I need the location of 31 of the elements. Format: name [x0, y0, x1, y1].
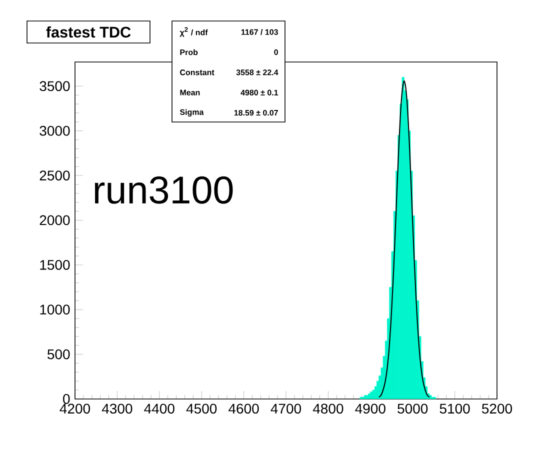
y-tick-label: 2000 [40, 215, 70, 226]
text: Prob [180, 49, 198, 56]
y-tick-label: 500 [48, 349, 70, 360]
chart-title: fastest TDC [46, 26, 131, 38]
annotation: Constant [180, 70, 214, 76]
annotation: 3558 ± 22.4 [236, 70, 278, 76]
x-tick-label: 4800 [312, 404, 344, 414]
text: 1167 / 103 [241, 28, 278, 35]
text: 0 [274, 49, 278, 56]
x-tick-label: 4600 [228, 404, 259, 414]
text: χ$^{2}$ / ndf [180, 27, 208, 37]
x-tick-label: 5100 [440, 404, 470, 414]
annotation: run3100 [94, 176, 233, 204]
x-tick-label: 4700 [270, 404, 302, 414]
y-tick-label: 2500 [40, 170, 70, 180]
y-tick-label: 1500 [40, 260, 70, 270]
x-tick-label: 5000 [398, 404, 428, 414]
annotation: Mean [180, 90, 200, 96]
x-tick-label: 4300 [102, 404, 132, 414]
x-tick-label: 4400 [144, 404, 174, 414]
annotation: Sigma [180, 109, 204, 117]
annotation: 4980 ± 0.1 [240, 90, 278, 96]
y-tick-label: 0 [63, 394, 70, 404]
annotation: 18.59 ± 0.07 [234, 110, 278, 116]
x-tick-label: 4900 [355, 404, 386, 414]
x-tick-label: 4200 [60, 404, 90, 414]
x-tick-label: 4500 [186, 404, 217, 414]
y-tick-label: 3000 [40, 126, 70, 136]
x-tick-label: 5200 [482, 404, 512, 414]
y-tick-label: 1000 [40, 304, 70, 315]
y-tick-label: 3500 [40, 81, 70, 92]
